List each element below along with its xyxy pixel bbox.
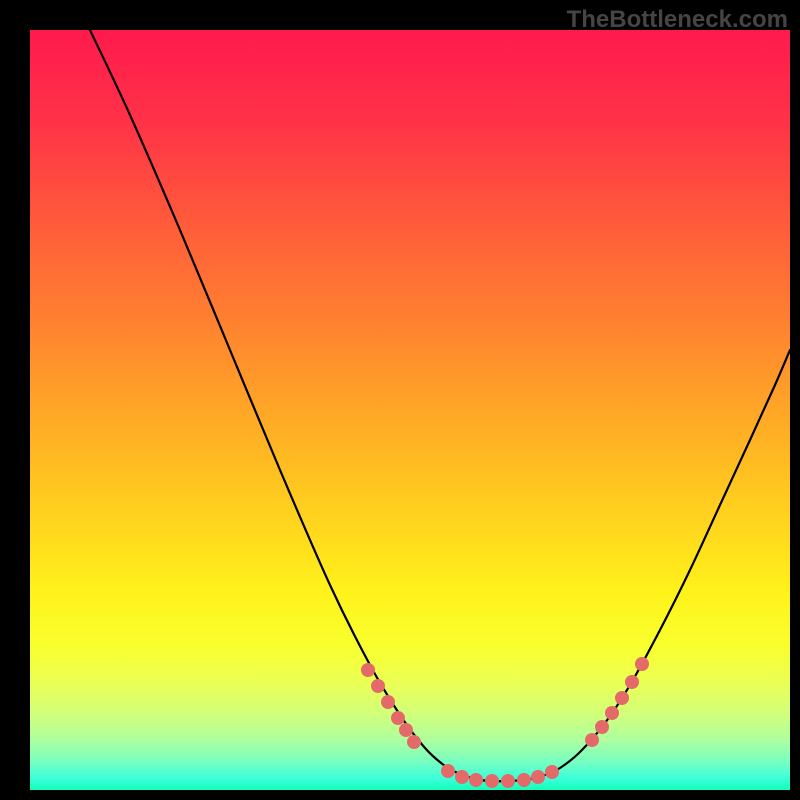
data-marker: [545, 765, 559, 779]
data-marker: [485, 774, 499, 788]
data-marker: [517, 773, 531, 787]
data-marker: [371, 679, 385, 693]
chart-container: TheBottleneck.com: [0, 0, 800, 800]
data-marker: [391, 711, 405, 725]
data-marker: [399, 723, 413, 737]
data-marker: [441, 764, 455, 778]
data-marker: [381, 695, 395, 709]
data-marker: [469, 773, 483, 787]
data-marker: [595, 720, 609, 734]
data-marker: [407, 735, 421, 749]
data-marker: [455, 770, 469, 784]
bottleneck-curve: [90, 30, 790, 781]
data-marker: [361, 663, 375, 677]
data-marker: [605, 706, 619, 720]
plot-area: [30, 30, 790, 790]
data-marker: [635, 657, 649, 671]
data-marker: [531, 770, 545, 784]
data-marker: [585, 733, 599, 747]
data-marker: [615, 691, 629, 705]
data-marker: [501, 774, 515, 788]
curve-layer: [30, 30, 790, 790]
data-marker: [625, 675, 639, 689]
